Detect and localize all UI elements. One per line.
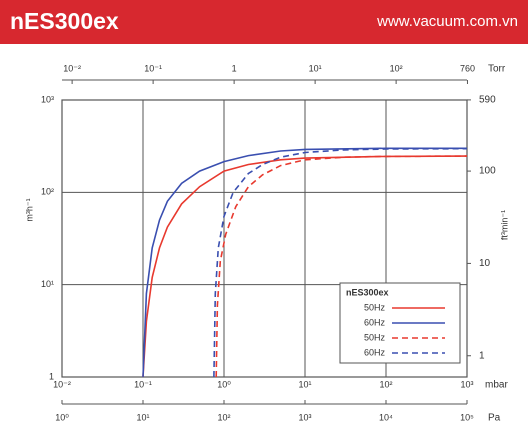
legend-title: nES300ex [346,287,389,297]
top_axis-tick-label: 10⁻² [63,63,81,73]
header-url: www.vacuum.com.vn [376,13,518,30]
top_axis-tick-label: 10⁻¹ [144,63,162,73]
legend-label: 60Hz [364,317,386,327]
top_axis-tick-label: 10¹ [309,63,322,73]
y2-axis-label: ft³min⁻¹ [499,210,509,240]
y2-tick-label: 10 [479,258,491,269]
y-tick-label: 10¹ [41,279,54,289]
legend-label: 50Hz [364,332,386,342]
x-tick-label: 10² [379,379,392,389]
y2-tick-label: 590 [479,95,496,106]
y-tick-label: 10² [41,187,54,197]
series-line [213,147,467,377]
x-tick-label: 10⁰ [217,379,231,389]
y2-tick-label: 100 [479,166,496,177]
bottom_axis-tick-label: 10⁰ [55,412,69,422]
header-title: nES300ex [10,8,119,34]
series-line [215,155,467,377]
bottom_axis-tick-label: 10¹ [136,412,149,422]
bottom_axis-tick-label: 10³ [298,412,311,422]
series-line [142,155,467,377]
series-line [142,147,467,377]
x-tick-label: 10¹ [298,379,311,389]
header-band [0,0,528,44]
y-axis-label: m³h⁻¹ [24,198,34,221]
legend-label: 50Hz [364,302,386,312]
top_axis-label: Torr [488,64,506,75]
legend-label: 60Hz [364,347,386,357]
x-axis-label: mbar [485,380,508,391]
bottom_axis-tick-label: 10⁵ [460,412,474,422]
bottom_axis-tick-label: 10⁴ [379,412,393,422]
top_axis-tick-label: 760 [460,63,475,73]
x-tick-label: 10⁻² [53,379,71,389]
x-tick-label: 10³ [460,379,473,389]
bottom_axis-label: Pa [488,413,501,424]
y2-tick-label: 1 [479,350,485,361]
top_axis-tick-label: 10² [390,63,403,73]
top_axis-tick-label: 1 [232,63,237,73]
y-tick-label: 10³ [41,94,54,104]
x-tick-label: 10⁻¹ [134,379,152,389]
y-tick-label: 1 [49,371,54,381]
bottom_axis-tick-label: 10² [217,412,230,422]
